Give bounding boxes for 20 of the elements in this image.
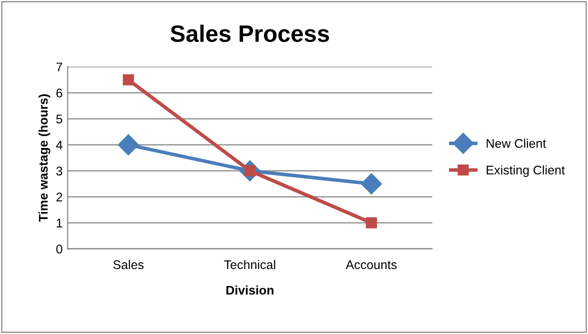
x-tick-label: Sales <box>113 260 144 270</box>
legend-label: New Client <box>486 138 546 148</box>
legend-label: Existing Client <box>486 165 565 177</box>
x-axis-title: Division <box>226 285 274 295</box>
point <box>122 74 134 86</box>
chart-title: Sales Process <box>170 24 330 42</box>
point <box>118 134 139 156</box>
y-tick-label: 2 <box>56 192 62 202</box>
x-tick-label: Technical <box>224 260 276 270</box>
y-tick-label: 7 <box>56 62 62 72</box>
y-tick-label: 5 <box>56 114 62 124</box>
y-tick-label: 6 <box>56 88 62 98</box>
y-tick-label: 1 <box>56 218 62 228</box>
y-tick-label: 0 <box>56 244 62 254</box>
x-tick-label: Accounts <box>346 260 397 270</box>
y-tick-label: 4 <box>56 140 62 150</box>
point <box>360 173 382 194</box>
y-axis-title: Time wastage (hours) <box>38 94 50 222</box>
point <box>366 217 377 228</box>
y-tick-label: 3 <box>56 166 62 176</box>
